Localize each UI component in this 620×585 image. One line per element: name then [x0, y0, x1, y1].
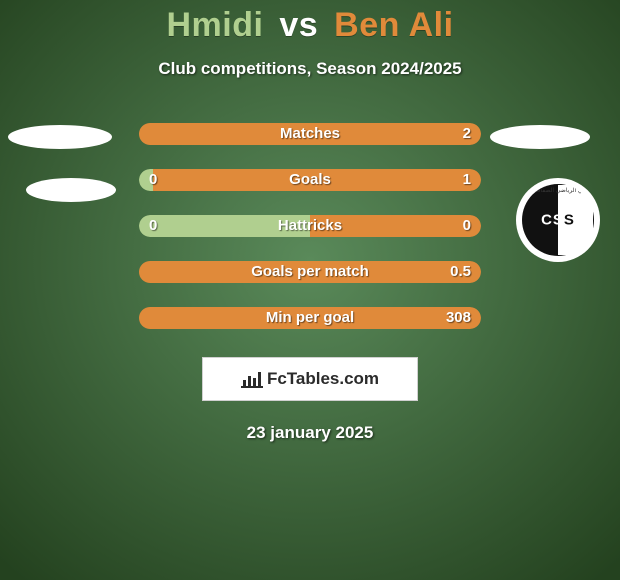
stat-row: Min per goal308 — [139, 307, 481, 329]
stat-right-value: 308 — [446, 307, 471, 329]
stat-label: Min per goal — [139, 307, 481, 329]
club-badge: نادي الرياضي الصفاقسي CSS — [516, 178, 600, 262]
decorative-ellipse — [490, 125, 590, 149]
player2-name: Ben Ali — [334, 6, 453, 44]
stat-row: 0Hattricks0 — [139, 215, 481, 237]
stat-label: Goals — [139, 169, 481, 191]
stat-right-value: 0.5 — [450, 261, 471, 283]
brand-text: FcTables.com — [267, 369, 379, 389]
comparison-title: Hmidi vs Ben Ali — [0, 0, 620, 45]
decorative-ellipse — [8, 125, 112, 149]
stat-row: 0Goals1 — [139, 169, 481, 191]
stat-label: Hattricks — [139, 215, 481, 237]
badge-arc-text: نادي الرياضي الصفاقسي — [522, 187, 594, 194]
badge-text: CSS — [522, 212, 594, 229]
player1-name: Hmidi — [166, 6, 263, 44]
stat-label: Goals per match — [139, 261, 481, 283]
stat-row: Goals per match0.5 — [139, 261, 481, 283]
stat-right-value: 1 — [463, 169, 471, 191]
stat-right-value: 2 — [463, 123, 471, 145]
decorative-ellipse — [26, 178, 116, 202]
brand-box: FcTables.com — [202, 357, 418, 401]
stat-label: Matches — [139, 123, 481, 145]
stat-right-value: 0 — [463, 215, 471, 237]
stat-row: Matches2 — [139, 123, 481, 145]
subtitle: Club competitions, Season 2024/2025 — [0, 59, 620, 79]
date-label: 23 january 2025 — [0, 423, 620, 443]
bars-chart-icon — [241, 370, 263, 388]
vs-label: vs — [279, 6, 318, 44]
